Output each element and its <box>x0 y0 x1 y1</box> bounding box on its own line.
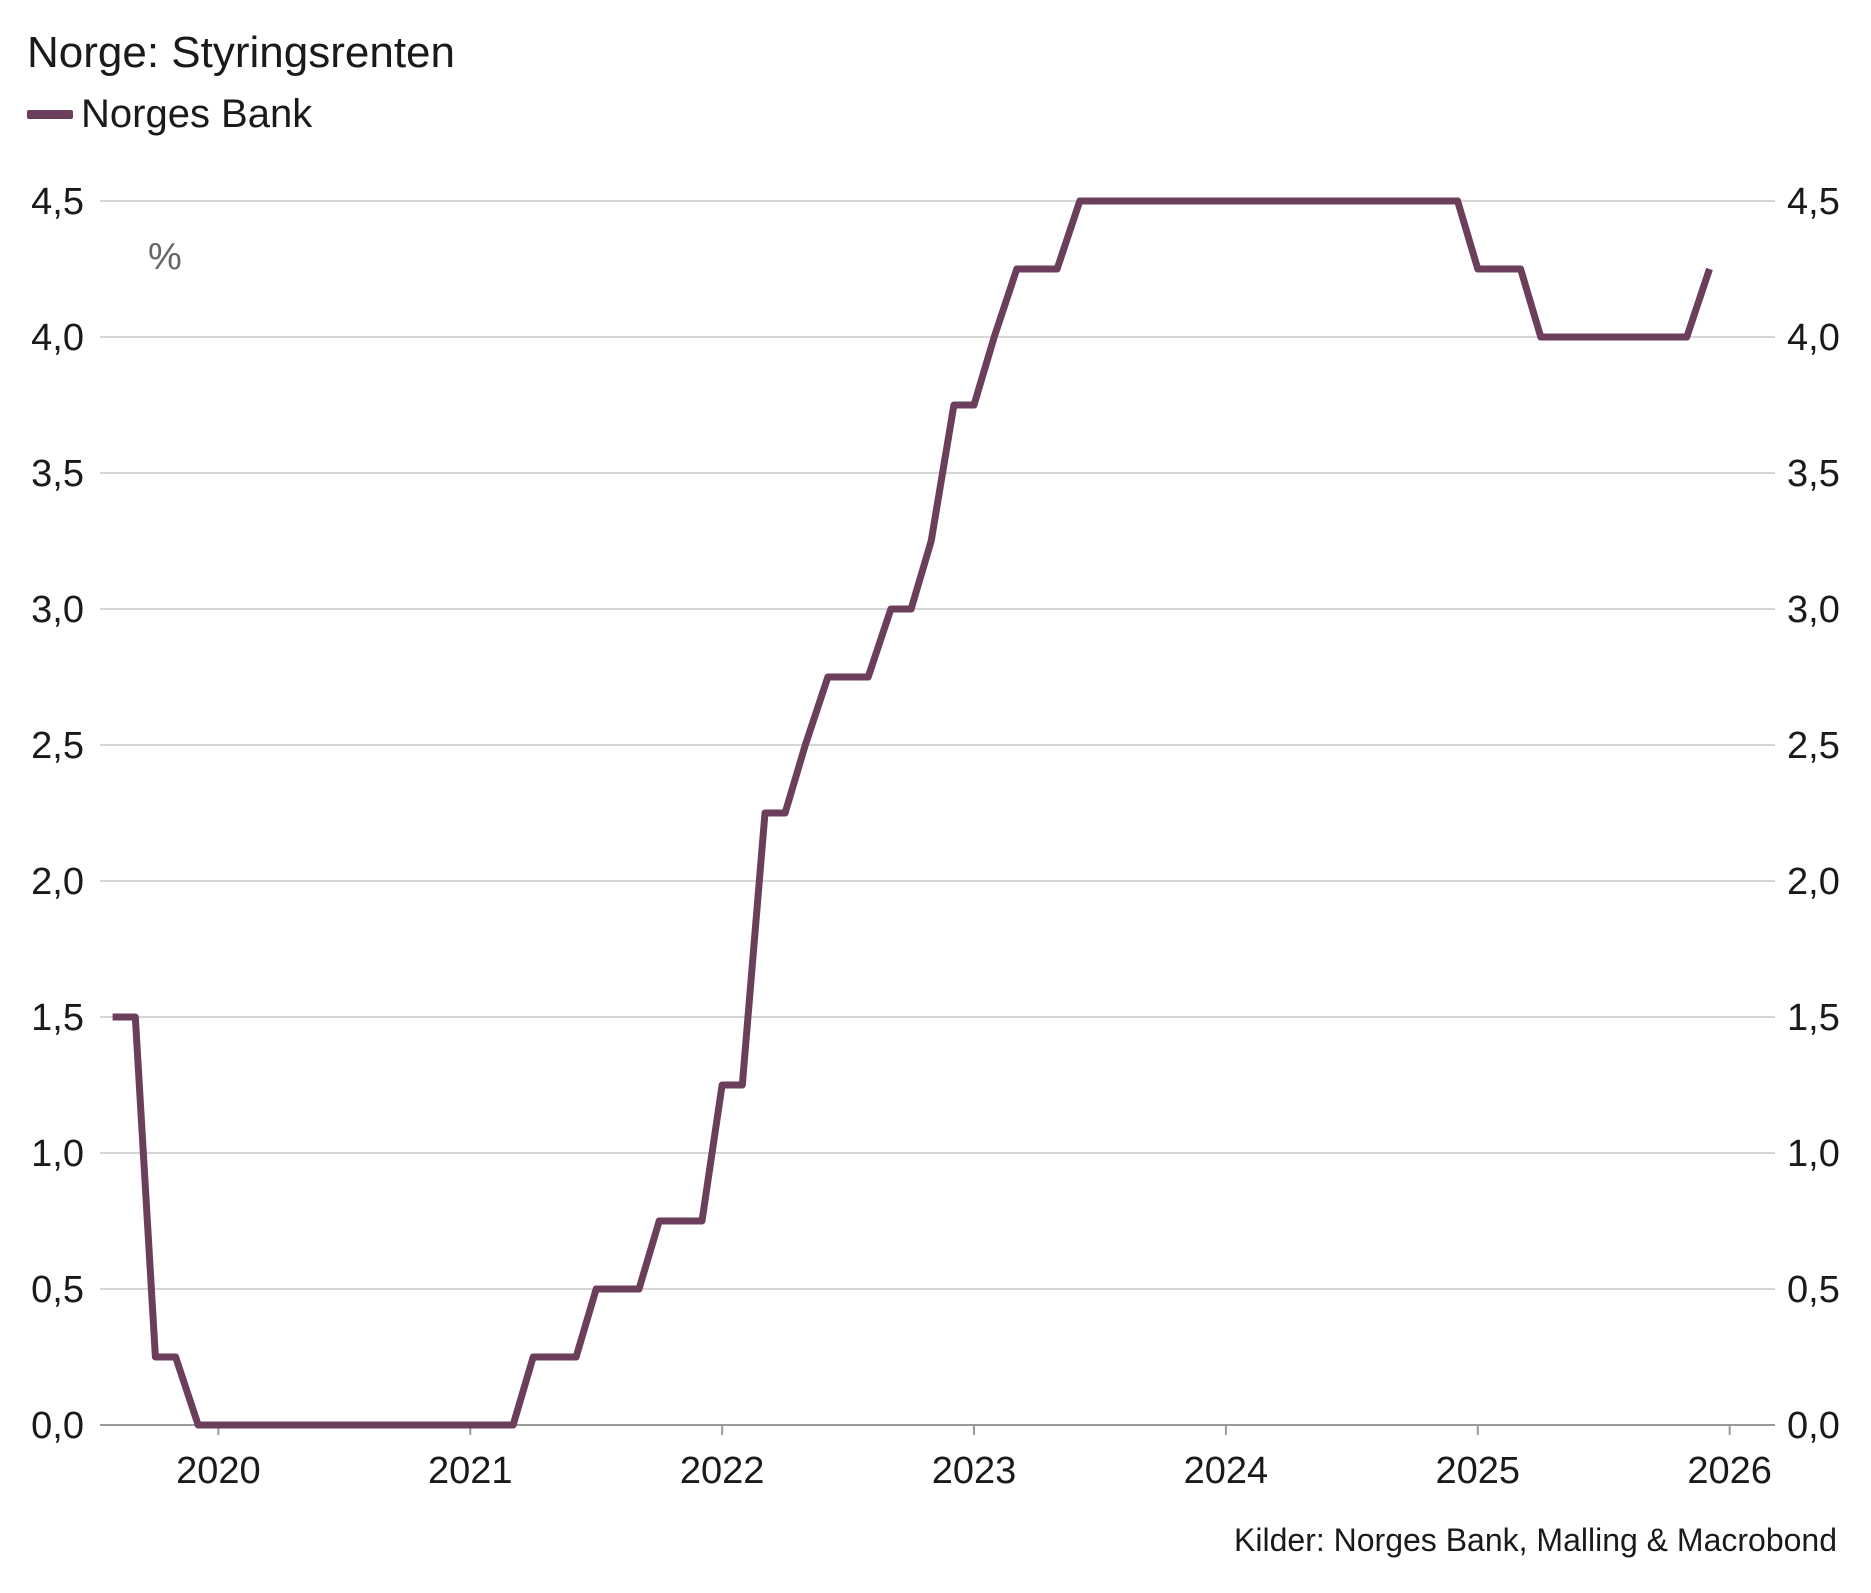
y-tick-label-left: 0,5 <box>31 1269 84 1311</box>
y-tick-label-left: 4,0 <box>31 317 84 359</box>
chart-title: Norge: Styringsrenten <box>27 28 455 77</box>
y-tick-label-right: 0,5 <box>1787 1269 1840 1311</box>
source-note: Kilder: Norges Bank, Malling & Macrobond <box>1234 1522 1837 1558</box>
y-tick-label-left: 4,5 <box>31 181 84 223</box>
y-axis-right: 0,0 0,5 1,0 1,5 2,0 2,5 3,0 3,5 4,0 4,5 <box>1787 181 1840 1447</box>
y-tick-label-right: 3,5 <box>1787 453 1840 495</box>
x-tick-label: 2025 <box>1436 1450 1521 1492</box>
y-tick-label-right: 1,0 <box>1787 1133 1840 1175</box>
y-tick-label-left: 1,5 <box>31 997 84 1039</box>
legend: Norges Bank <box>27 92 312 137</box>
x-tick-label: 2024 <box>1184 1450 1269 1492</box>
y-tick-label-right: 1,5 <box>1787 997 1840 1039</box>
y-tick-label-left: 3,5 <box>31 453 84 495</box>
y-tick-label-left: 1,0 <box>31 1133 84 1175</box>
y-tick-label-left: 3,0 <box>31 589 84 631</box>
y-tick-label-right: 3,0 <box>1787 589 1840 631</box>
x-tick-label: 2020 <box>176 1450 261 1492</box>
y-tick-label-left: 0,0 <box>31 1405 84 1447</box>
series-layer <box>112 197 1713 1429</box>
y-tick-label-right: 4,0 <box>1787 317 1840 359</box>
y-tick-label-right: 4,5 <box>1787 181 1840 223</box>
legend-swatch <box>27 110 73 119</box>
x-tick-label: 2022 <box>680 1450 765 1492</box>
y-tick-label-left: 2,5 <box>31 725 84 767</box>
y-tick-label-right: 2,5 <box>1787 725 1840 767</box>
y-tick-label-right: 2,0 <box>1787 861 1840 903</box>
x-tick-label: 2021 <box>428 1450 513 1492</box>
x-tick-label: 2023 <box>932 1450 1017 1492</box>
y-tick-label-left: 2,0 <box>31 861 84 903</box>
y-tick-label-right: 0,0 <box>1787 1405 1840 1447</box>
legend-label: Norges Bank <box>81 92 313 136</box>
x-tick-label: 2026 <box>1687 1450 1772 1492</box>
y-unit-label: % <box>148 236 182 278</box>
y-axis-left: 0,0 0,5 1,0 1,5 2,0 2,5 3,0 3,5 4,0 4,5 <box>31 181 84 1447</box>
gridlines <box>100 200 1775 1426</box>
x-axis: 2020 2021 2022 2023 2024 2025 2026 <box>176 1425 1772 1492</box>
series-line-norges-bank <box>112 197 1713 1429</box>
